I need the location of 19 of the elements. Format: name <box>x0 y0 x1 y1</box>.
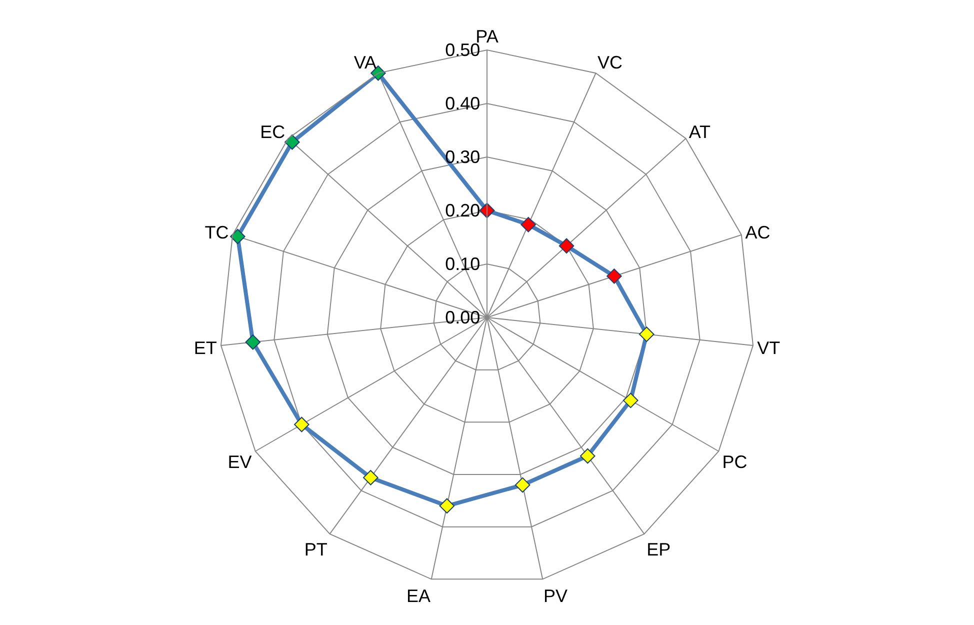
spoke-label: PC <box>722 452 748 472</box>
spoke-label: EV <box>228 452 252 472</box>
y-tick-label: 0.40 <box>445 93 480 114</box>
spoke-label: AC <box>745 222 770 242</box>
spoke-label: PV <box>543 586 568 606</box>
y-tick-label: 0.30 <box>445 146 480 167</box>
spoke-label: EC <box>260 122 286 142</box>
spoke-label: EA <box>406 586 431 606</box>
y-tick-label: 0.20 <box>445 200 480 220</box>
y-tick-label: 0.00 <box>445 307 480 328</box>
spoke-label: VT <box>757 338 780 358</box>
spoke-label: EP <box>646 539 671 560</box>
spoke-label: VA <box>354 52 377 73</box>
spoke-label: AT <box>688 122 711 142</box>
y-tick-label: 0.10 <box>445 254 480 274</box>
spoke-label: PT <box>304 539 328 560</box>
spoke-label: VC <box>597 52 622 73</box>
spoke-label: ET <box>194 338 217 358</box>
spoke-label: TC <box>204 222 229 242</box>
